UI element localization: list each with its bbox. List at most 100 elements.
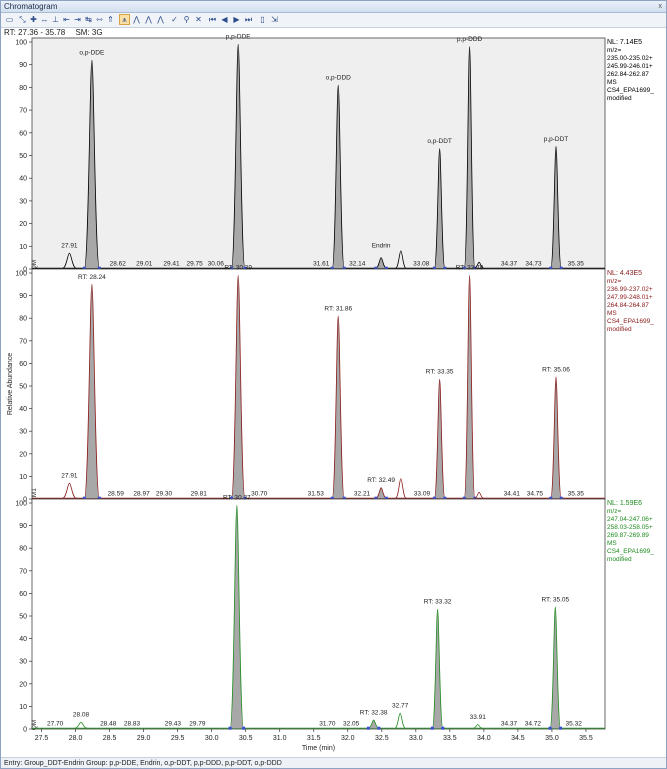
- peak-start-marker: [330, 496, 334, 500]
- peak-label: p,p-DDE: [226, 34, 252, 41]
- pin-icon[interactable]: ⚲: [181, 14, 192, 25]
- y-axis-title: Relative Abundance: [7, 353, 14, 415]
- y-tick-label: 20: [19, 221, 27, 228]
- normalize-icon[interactable]: ⇑: [105, 14, 116, 25]
- trace-filter-info: modified: [607, 556, 632, 563]
- zoom-xy-icon[interactable]: ⤡: [17, 14, 28, 25]
- peak-color-icon[interactable]: ⋀: [155, 14, 166, 25]
- peak-label: 31.61: [313, 261, 330, 268]
- peak-3-5[interactable]: [473, 724, 483, 729]
- previous-icon[interactable]: ◀: [219, 14, 230, 25]
- peak-3-2[interactable]: [368, 719, 379, 729]
- next-icon-glyph: ▶: [233, 15, 240, 24]
- export-icon-glyph: ⇲: [271, 15, 278, 24]
- peak-marker-icon-glyph: ⊥: [52, 15, 59, 24]
- accept-icon[interactable]: ✓: [169, 14, 180, 25]
- peak-label: o,p-DDD: [326, 75, 352, 82]
- peak-label: RT: 31.86: [324, 305, 352, 312]
- peak-start-marker: [549, 496, 553, 500]
- peak-1-0[interactable]: [62, 252, 77, 269]
- peak-1-7[interactable]: [463, 46, 476, 269]
- zoom-in-icon-glyph: ✚: [30, 15, 37, 24]
- peak-2-1[interactable]: [84, 283, 100, 499]
- peak-3-0[interactable]: [74, 721, 88, 729]
- peak-area-icon[interactable]: ⋀: [143, 14, 154, 25]
- label-peaks-icon[interactable]: ⩚: [119, 14, 130, 25]
- trace-filter-info: 235.00-235.02+: [607, 55, 653, 62]
- peak-2-8[interactable]: [474, 491, 484, 499]
- peak-label: 30.70: [251, 491, 268, 498]
- close-icon[interactable]: x: [658, 3, 663, 10]
- trace-filter-info: 258.03-258.05+: [607, 524, 653, 531]
- peak-label: p,p-DDT: [544, 136, 569, 143]
- plot-frame-2: [31, 268, 606, 500]
- peak-2-6[interactable]: [434, 378, 446, 499]
- peak-color-icon-glyph: ⋀: [157, 15, 164, 24]
- peak-end-marker: [559, 726, 563, 730]
- peak-label: RT: 30.39: [224, 265, 252, 272]
- scroll-x-icon[interactable]: ↹: [83, 14, 94, 25]
- peak-2-2[interactable]: [231, 274, 246, 499]
- peak-1-4[interactable]: [375, 257, 387, 269]
- chromatogram-chart[interactable]: 0102030405060708090100QM27.91o,p-DDEp,p-…: [1, 1, 666, 756]
- delete-icon[interactable]: ✕: [193, 14, 204, 25]
- y-tick-label: 40: [19, 636, 27, 643]
- peak-1-9[interactable]: [550, 146, 562, 269]
- peak-1-6[interactable]: [434, 148, 446, 269]
- peak-label: 35.35: [568, 491, 585, 498]
- export-icon[interactable]: ⇲: [269, 14, 280, 25]
- peak-1-8[interactable]: [474, 261, 484, 269]
- peak-label: 34.37: [501, 261, 518, 268]
- peak-end-marker: [342, 496, 346, 500]
- peak-label: 33.09: [414, 491, 431, 498]
- peak-1-2[interactable]: [231, 43, 246, 269]
- y-tick-label: 20: [19, 681, 27, 688]
- peak-label: 33.08: [413, 261, 430, 268]
- trace-corner-label: QM: [31, 260, 38, 270]
- peak-label: 28.48: [100, 721, 117, 728]
- next-icon[interactable]: ▶: [231, 14, 242, 25]
- peak-1-5[interactable]: [395, 250, 407, 269]
- peak-3-4[interactable]: [431, 608, 444, 729]
- peak-2-7[interactable]: [463, 274, 476, 499]
- peak-1-3[interactable]: [331, 84, 345, 269]
- expand-x-icon[interactable]: ⇤: [61, 14, 72, 25]
- peak-3-3[interactable]: [394, 712, 406, 729]
- peak-3-6[interactable]: [549, 606, 561, 729]
- peak-label: RT: 35.05: [541, 596, 569, 603]
- trace-filter-info: 247.99-248.01+: [607, 294, 653, 301]
- peak-label: 28.62: [110, 261, 127, 268]
- y-tick-label: 10: [19, 704, 27, 711]
- peak-2-4[interactable]: [375, 487, 387, 499]
- y-tick-label: 80: [19, 316, 27, 323]
- peak-2-9[interactable]: [550, 376, 562, 499]
- peak-2-5[interactable]: [395, 478, 407, 499]
- peak-2-3[interactable]: [331, 315, 345, 499]
- zoom-xy-icon-glyph: ⤡: [19, 15, 26, 24]
- peak-label: 34.37: [501, 721, 518, 728]
- last-icon[interactable]: ⏭: [243, 14, 254, 25]
- zoom-in-icon[interactable]: ✚: [28, 14, 39, 25]
- peak-area-icon-glyph: ⋀: [145, 15, 152, 24]
- zoom-range-icon[interactable]: ⇿: [94, 14, 105, 25]
- x-tick-label: 35.0: [545, 735, 559, 742]
- peak-2-0[interactable]: [62, 482, 77, 499]
- show-peaks-icon[interactable]: ⋀: [131, 14, 142, 25]
- first-icon-glyph: ⏮: [208, 15, 217, 24]
- x-tick-label: 33.5: [443, 735, 457, 742]
- y-tick-label: 70: [19, 338, 27, 345]
- first-icon[interactable]: ⏮: [207, 14, 218, 25]
- normalize-icon-glyph: ⇑: [107, 15, 114, 24]
- page-icon[interactable]: ▯: [257, 14, 268, 25]
- entry-status-bar: Entry: Group_DDT-Endrin Group: p,p-DDE, …: [1, 757, 666, 768]
- peak-label: RT: 35.06: [542, 366, 570, 373]
- peak-label: RT: 33.79: [456, 265, 484, 272]
- peak-label: 32.05: [343, 721, 360, 728]
- display-options-icon[interactable]: ▭: [4, 14, 15, 25]
- zoom-x-icon[interactable]: ↔: [39, 14, 50, 25]
- trace-filter-info: MS: [607, 310, 617, 317]
- shift-left-icon[interactable]: ⇥: [72, 14, 83, 25]
- peak-marker-icon[interactable]: ⊥: [50, 14, 61, 25]
- peak-3-1[interactable]: [229, 504, 244, 729]
- peak-1-1[interactable]: [84, 59, 100, 269]
